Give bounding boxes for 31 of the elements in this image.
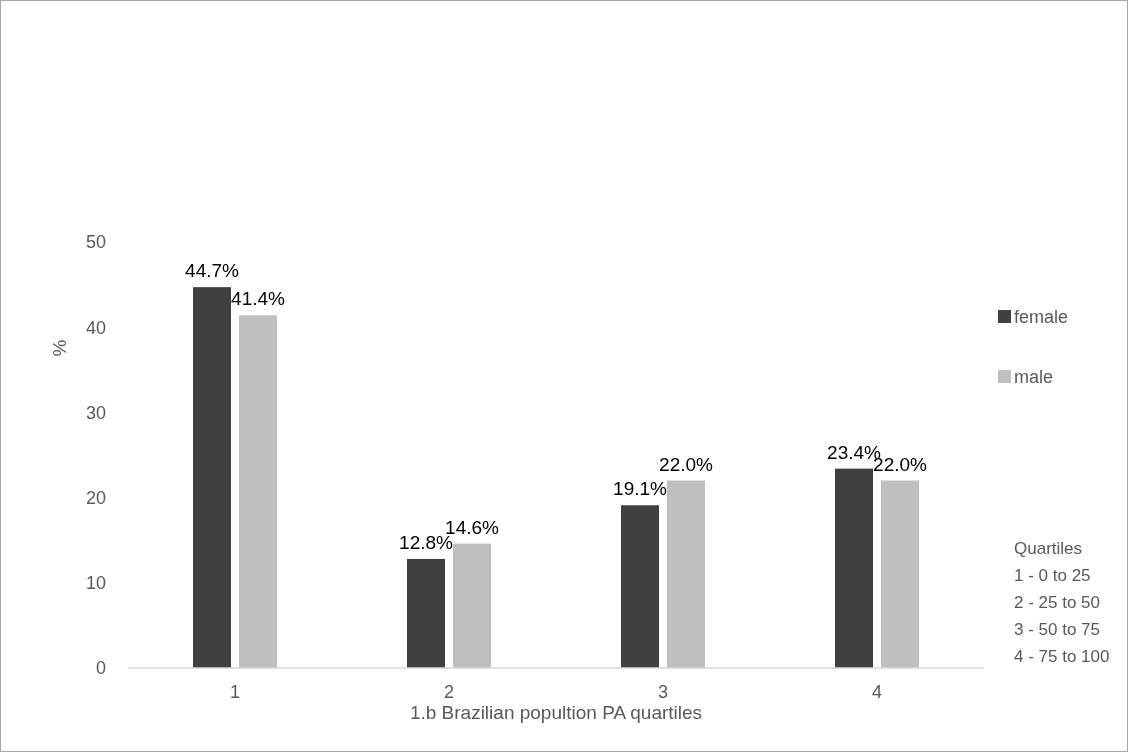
text: 2 - 25 to 50 [1014,592,1101,612]
text: 1 - 0 to 25 [1014,565,1091,585]
text: 3 - 50 to 75 [1014,619,1101,639]
bar [239,315,277,668]
legend-label: male [1014,367,1054,388]
bar [621,505,659,668]
bar [881,480,919,668]
legend-label: female [1014,307,1069,328]
y-tick-label: 30 [85,402,106,423]
y-tick-label: 0 [95,658,106,679]
y-axis-title: % [49,339,70,357]
text: 4 - 75 to 100 [1014,646,1110,666]
bar [193,287,231,668]
bar [407,558,445,668]
x-tick-label: 3 [657,682,669,702]
data-label: 41.4% [231,288,286,310]
x-tick-label: 1 [229,682,241,702]
bar [667,480,705,668]
x-tick-label: 2 [443,682,455,702]
y-tick-label: 10 [85,573,106,594]
text: Quartiles [1014,538,1083,558]
data-label: 44.7% [185,260,240,282]
data-label: 19.1% [613,478,668,500]
y-tick-label: 20 [85,487,106,508]
data-label: 22.0% [659,453,714,475]
bar [835,468,873,668]
x-axis-title: 1.b Brazilian popultion PA quartiles [409,702,703,723]
bar [453,543,491,668]
y-tick-label: 40 [85,317,106,338]
x-tick-label: 4 [871,682,883,702]
y-tick-label: 50 [85,232,106,253]
